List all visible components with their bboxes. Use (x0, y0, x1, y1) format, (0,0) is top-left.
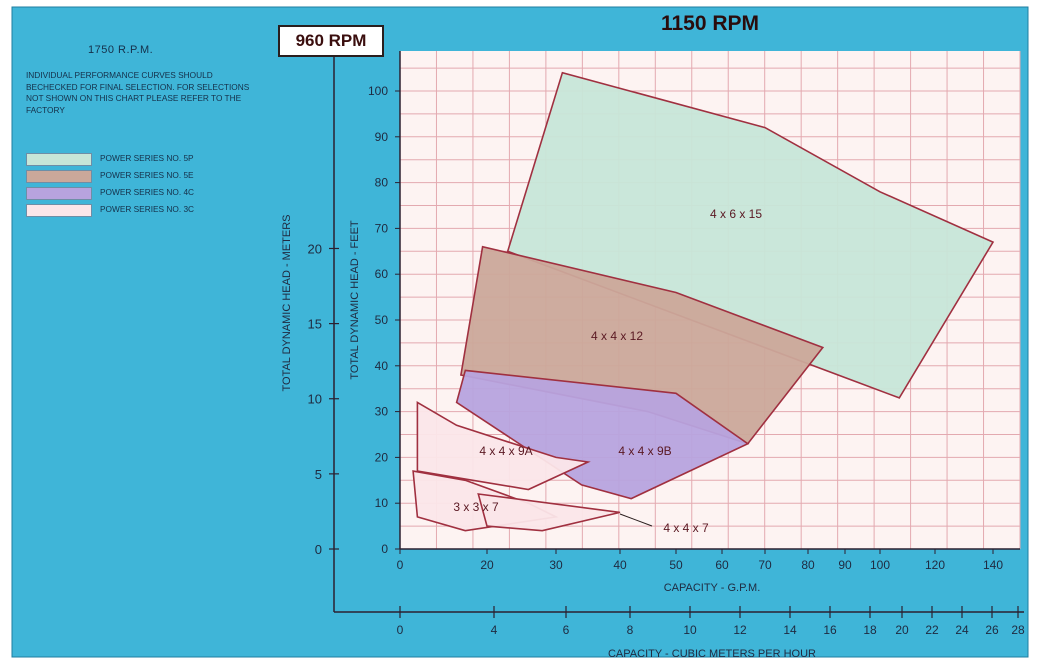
x-tick-label: 140 (983, 558, 1003, 572)
legend-rpm: 1750 R.P.M. (88, 44, 154, 56)
region-4x4x9b (455, 369, 750, 500)
tick-labels: 0 20 30 40 50 60 70 80 90 100 120 14001020304050607… (308, 84, 1025, 637)
region-label: 4 x 4 x 12 (591, 329, 643, 343)
region-label-leader (619, 513, 653, 527)
x-tick-label: 30 (549, 558, 563, 572)
chart-title: 1150 RPM (660, 12, 760, 35)
x-metric-tick-label: 6 (563, 623, 570, 637)
x-tick-label: 50 (669, 558, 683, 572)
legend-swatch (26, 204, 92, 217)
x-metric-tick-label: 16 (823, 623, 837, 637)
y-meters-tick-label: 10 (308, 392, 322, 407)
y-meters-tick-label: 20 (308, 241, 322, 256)
x-metric-tick-label: 14 (783, 623, 797, 637)
legend-note: INDIVIDUAL PERFORMANCE CURVES SHOULD BEC… (26, 70, 250, 115)
x-metric-tick-label: 10 (683, 623, 697, 637)
y-tick-label: 40 (375, 359, 389, 373)
region-label: 4 x 4 x 7 (663, 521, 709, 535)
x-tick-label: 120 (925, 558, 945, 572)
y-tick-label: 80 (375, 176, 389, 190)
rpm-960-label: 960 RPM (295, 31, 367, 50)
region-labels: 4 x 6 x 15 4 x 4 x 12 4 x 4 x 9B 4 x 4 x 9A… (453, 207, 762, 535)
legend-item: POWER SERIES NO. 3C (26, 203, 262, 217)
x-tick-label: 100 (870, 558, 890, 572)
x-metric-tick-label: 4 (491, 623, 498, 637)
legend-label: POWER SERIES NO. 4C (100, 187, 195, 197)
x-metric-tick-label: 0 (397, 623, 404, 637)
y-tick-label: 0 (381, 542, 388, 556)
y-axis-meters-label: TOTAL DYNAMIC HEAD - METERS (281, 214, 293, 391)
x-metric-tick-label: 8 (627, 623, 634, 637)
x-metric-tick-label: 26 (985, 623, 999, 637)
legend-swatch (26, 170, 92, 183)
region-label: 4 x 6 x 15 (710, 207, 762, 221)
y-meters-tick-label: 15 (308, 317, 322, 332)
y-tick-label: 30 (375, 405, 389, 419)
region-label: 3 x 3 x 7 (453, 500, 499, 514)
y-tick-label: 70 (375, 221, 389, 235)
x-tick-label: 80 (801, 558, 815, 572)
x-tick-label: 0 (397, 558, 404, 572)
x-tick-label: 20 (480, 558, 494, 572)
y-tick-label: 50 (375, 313, 389, 327)
legend-item: POWER SERIES NO. 5E (26, 169, 262, 183)
x-metric-tick-label: 20 (895, 623, 909, 637)
axes (333, 51, 1024, 613)
legend-label: POWER SERIES NO. 5E (100, 170, 194, 180)
x-metric-tick-label: 18 (863, 623, 877, 637)
legend-label: POWER SERIES NO. 3C (100, 204, 195, 214)
x-axis-label: CAPACITY - G.P.M. (664, 582, 761, 594)
x-metric-tick-label: 24 (955, 623, 969, 637)
legend-item: POWER SERIES NO. 5P (26, 152, 262, 166)
legend-label: POWER SERIES NO. 5P (100, 153, 194, 163)
x-metric-tick-label: 22 (925, 623, 939, 637)
y-tick-label: 20 (375, 450, 389, 464)
x-metric-tick-label: 12 (733, 623, 747, 637)
y-tick-label: 60 (375, 267, 389, 281)
y-meters-tick-label: 0 (315, 542, 322, 557)
legend-swatch (26, 187, 92, 200)
region-label: 4 x 4 x 9B (618, 444, 671, 458)
performance-regions (412, 71, 995, 532)
y-tick-label: 100 (368, 84, 388, 98)
region-label: 4 x 4 x 9A (479, 444, 532, 458)
legend-item: POWER SERIES NO. 4C (26, 186, 262, 200)
x-tick-label: 90 (838, 558, 852, 572)
x-tick-label: 60 (715, 558, 729, 572)
x-metric-tick-label: 28 (1011, 623, 1025, 637)
x-axis-metric-label: CAPACITY - CUBIC METERS PER HOUR (608, 648, 816, 660)
legend-swatch (26, 153, 92, 166)
x-tick-label: 70 (758, 558, 772, 572)
y-meters-tick-label: 5 (315, 467, 322, 482)
region-4x4x7 (477, 493, 621, 532)
rpm-960-box: 960 RPM (278, 25, 384, 57)
y-tick-label: 10 (375, 496, 389, 510)
y-tick-label: 90 (375, 130, 389, 144)
y-axis-label: TOTAL DYNAMIC HEAD - FEET (349, 220, 361, 380)
region-4x6x15 (506, 71, 995, 399)
x-tick-label: 40 (613, 558, 627, 572)
